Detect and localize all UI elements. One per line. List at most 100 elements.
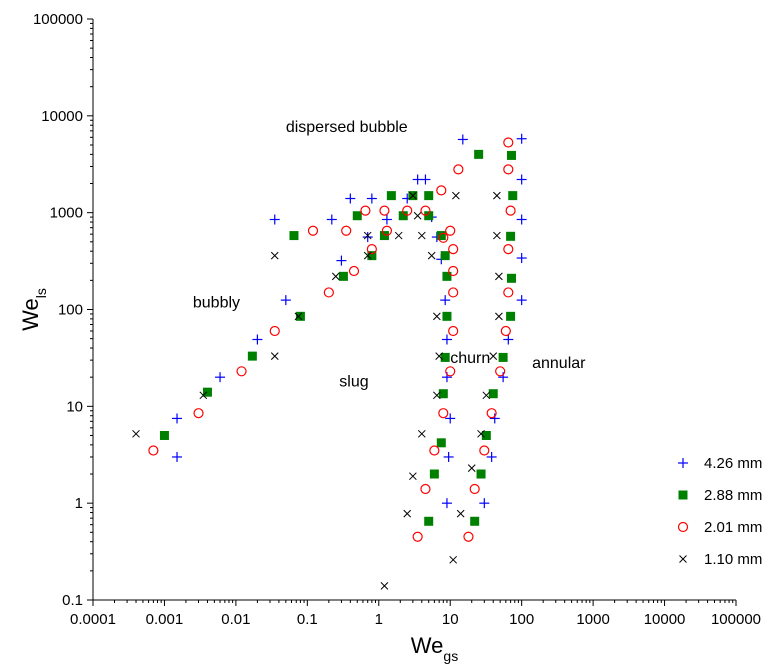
data-point [479, 445, 490, 456]
data-point [289, 231, 299, 241]
data-point [148, 445, 159, 456]
data-point [172, 413, 183, 424]
series-1-10-mm [132, 191, 503, 590]
legend-marker [677, 521, 689, 533]
data-point [467, 464, 476, 472]
data-point [436, 231, 446, 241]
data-point [493, 191, 501, 200]
data-point [505, 205, 516, 216]
data-point [398, 211, 408, 221]
data-point [433, 312, 441, 321]
region-label: slug [339, 374, 368, 391]
data-point [445, 366, 456, 377]
data-point [409, 191, 417, 200]
data-points [132, 133, 527, 590]
axes [92, 19, 736, 601]
y-tick-label: 100 [58, 302, 83, 319]
data-point [367, 251, 377, 261]
data-point [495, 272, 503, 281]
data-point [438, 232, 449, 243]
data-point [269, 325, 280, 337]
region-label: dispersed bubble [286, 119, 408, 136]
data-point [448, 287, 459, 298]
data-point [479, 498, 490, 509]
x-tick-label: 0.01 [221, 611, 250, 628]
data-point [448, 325, 459, 337]
x-tick-label: 100 [509, 611, 534, 628]
data-point [362, 232, 373, 243]
data-point [352, 211, 362, 221]
data-point [381, 214, 392, 225]
series-4-26-mm [172, 133, 527, 509]
data-point [412, 531, 423, 542]
data-point [159, 430, 169, 440]
data-point [270, 352, 279, 360]
data-point [331, 272, 340, 281]
region-label: bubbly [193, 294, 240, 311]
region-annotations: dispersed bubble bubbly slug churn annular [193, 119, 586, 391]
data-point [413, 211, 422, 220]
data-point [417, 429, 426, 438]
data-point [495, 312, 503, 321]
data-point [429, 469, 439, 479]
data-point [469, 483, 480, 495]
data-point [489, 413, 500, 424]
data-point [366, 193, 377, 204]
y-tick-label: 10000 [41, 108, 83, 125]
data-point [420, 174, 431, 185]
data-point [420, 205, 431, 216]
data-point [424, 516, 434, 526]
series-2-88-mm [159, 149, 518, 526]
data-point [443, 451, 454, 462]
data-point [493, 231, 501, 240]
y-tick-label: 1 [75, 495, 83, 512]
x-tick-label: 0.0001 [70, 611, 116, 628]
data-point [440, 251, 450, 261]
legend-marker [678, 490, 688, 500]
data-point [215, 372, 226, 383]
legend-marker [679, 555, 687, 563]
data-point [436, 438, 446, 448]
y-tick-label: 100000 [33, 11, 83, 28]
data-point [280, 295, 291, 306]
data-point [486, 451, 497, 462]
data-point [366, 244, 377, 255]
data-point [172, 451, 183, 462]
legend-label: 2.88 mm [704, 487, 762, 504]
data-point [508, 191, 518, 201]
data-point [307, 225, 319, 236]
data-point [441, 334, 452, 345]
data-point [345, 193, 356, 204]
data-point [403, 509, 412, 518]
data-point [199, 391, 208, 400]
data-point [452, 191, 460, 200]
data-point [470, 516, 480, 526]
data-point [402, 205, 413, 216]
data-point [236, 366, 247, 377]
data-point [409, 472, 417, 481]
region-label: annular [532, 355, 586, 372]
data-point [516, 174, 527, 185]
data-point [516, 214, 527, 225]
legend-marker [678, 458, 688, 468]
data-point [463, 531, 474, 542]
data-point [506, 150, 516, 160]
data-point [482, 391, 491, 400]
data-point [498, 372, 509, 383]
data-point [429, 445, 440, 456]
data-point [295, 311, 305, 321]
data-point [445, 413, 456, 424]
data-point [420, 483, 431, 495]
x-axis-title: Wegs [411, 633, 458, 664]
data-point [424, 211, 434, 221]
data-point [427, 251, 436, 260]
y-tick-label: 0.1 [62, 592, 83, 609]
data-point [448, 244, 459, 255]
data-point [394, 231, 403, 240]
data-point [506, 273, 516, 283]
x-axis-title-main: We [411, 633, 444, 658]
data-point [516, 295, 527, 306]
data-point [506, 311, 516, 321]
data-point [269, 214, 280, 225]
data-point [380, 581, 389, 590]
